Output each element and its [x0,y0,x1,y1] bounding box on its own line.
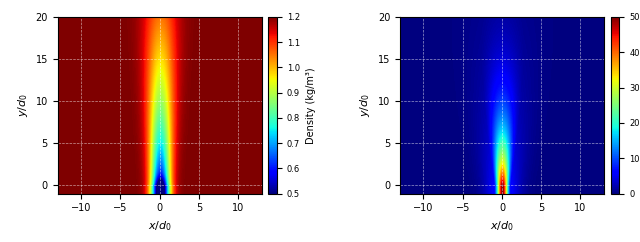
Y-axis label: Density (kg/m³): Density (kg/m³) [306,67,316,144]
Y-axis label: $y/d_0$: $y/d_0$ [16,93,30,117]
X-axis label: $x/d_0$: $x/d_0$ [148,219,172,233]
X-axis label: $x/d_0$: $x/d_0$ [490,219,514,233]
Y-axis label: $y/d_0$: $y/d_0$ [358,93,372,117]
